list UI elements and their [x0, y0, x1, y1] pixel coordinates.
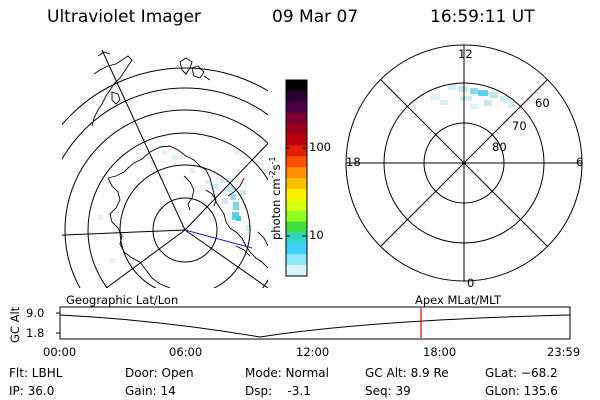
mode-info: Mode: Normal — [245, 366, 329, 380]
colorbar-stripe — [286, 90, 307, 103]
unit-exp-1: -2 — [268, 170, 277, 179]
geographic-map — [62, 49, 268, 288]
mlt-label-12: 12 — [458, 47, 473, 61]
seq-info: Seq: 39 — [365, 384, 411, 398]
timeline-plot — [56, 306, 571, 340]
geo-aurora-emission — [98, 150, 252, 263]
colorbar-tick-100: 100 — [309, 140, 331, 154]
colorbar-stripe — [286, 232, 307, 244]
colorbar-stripe — [286, 167, 307, 179]
time-label: 16:59:11 UT — [430, 7, 535, 27]
colorbar-stripe — [286, 221, 307, 234]
colorbar-stripe — [286, 210, 307, 223]
colorbar-stripe — [286, 112, 307, 125]
gc-alt-axis-title: GC Alt — [8, 306, 22, 343]
instrument-title: Ultraviolet Imager — [47, 7, 201, 27]
colorbar-stripe — [286, 80, 307, 92]
ytick-9: 9.0 — [26, 306, 45, 320]
colorbar-unit-label: photon cm-2s-1 — [268, 156, 283, 240]
glon-info: GLon: 135.6 — [485, 384, 558, 398]
xtick-2359: 23:59 — [547, 345, 581, 359]
mlat-label-60: 60 — [535, 96, 550, 110]
colorbar-tick-10: 10 — [309, 228, 324, 242]
apex-label: Apex MLat/MLT — [415, 293, 502, 307]
ip-info: IP: 36.0 — [9, 384, 55, 398]
xtick-0000: 00:00 — [43, 345, 77, 359]
xtick-1800: 18:00 — [423, 345, 457, 359]
date-label: 09 Mar 07 — [272, 7, 359, 27]
colorbar-stripe — [286, 156, 307, 168]
colorbar-stripe — [286, 254, 307, 266]
filter-info: Flt: LBHL — [9, 366, 63, 380]
colorbar-stripe — [286, 199, 307, 212]
mlat-label-80: 80 — [492, 140, 507, 154]
colorbar-stripe — [286, 145, 307, 157]
colorbar — [285, 79, 308, 277]
geo-grid — [62, 49, 268, 288]
ytick-1-8: 1.8 — [26, 326, 45, 340]
xtick-0600: 06:00 — [169, 345, 203, 359]
unit-s: s — [268, 164, 283, 171]
dsp-info: Dsp: -3.1 — [245, 384, 311, 398]
colorbar-stripe — [286, 178, 307, 190]
gc-alt-info: GC Alt: 8.9 Re — [365, 366, 449, 380]
colorbar-stripe — [286, 265, 307, 277]
colorbar-stripe — [286, 243, 307, 255]
door-info: Door: Open — [125, 366, 194, 380]
satellite-direction-line — [184, 229, 253, 249]
mlt-label-6: 6 — [576, 155, 584, 169]
unit-exp-2: -1 — [268, 156, 277, 165]
glat-info: GLat: −68.2 — [485, 366, 558, 380]
colorbar-stripe — [286, 123, 307, 136]
unit-text: photon cm — [268, 178, 283, 240]
geo-coastlines — [91, 51, 268, 288]
xtick-1200: 12:00 — [296, 345, 330, 359]
geographic-label: Geographic Lat/Lon — [66, 293, 179, 307]
colorbar-stripe — [286, 101, 307, 114]
gain-info: Gain: 14 — [125, 384, 176, 398]
polar-aurora-emission — [430, 84, 516, 109]
mlat-label-70: 70 — [512, 119, 527, 133]
gc-altitude-curve — [59, 314, 571, 338]
colorbar-stripe — [286, 188, 307, 201]
colorbar-stripe — [286, 134, 307, 146]
mlt-label-0: 0 — [467, 276, 475, 290]
mlt-label-18: 18 — [346, 155, 361, 169]
colorbar-gradient — [286, 80, 307, 277]
polar-plot — [345, 44, 583, 282]
